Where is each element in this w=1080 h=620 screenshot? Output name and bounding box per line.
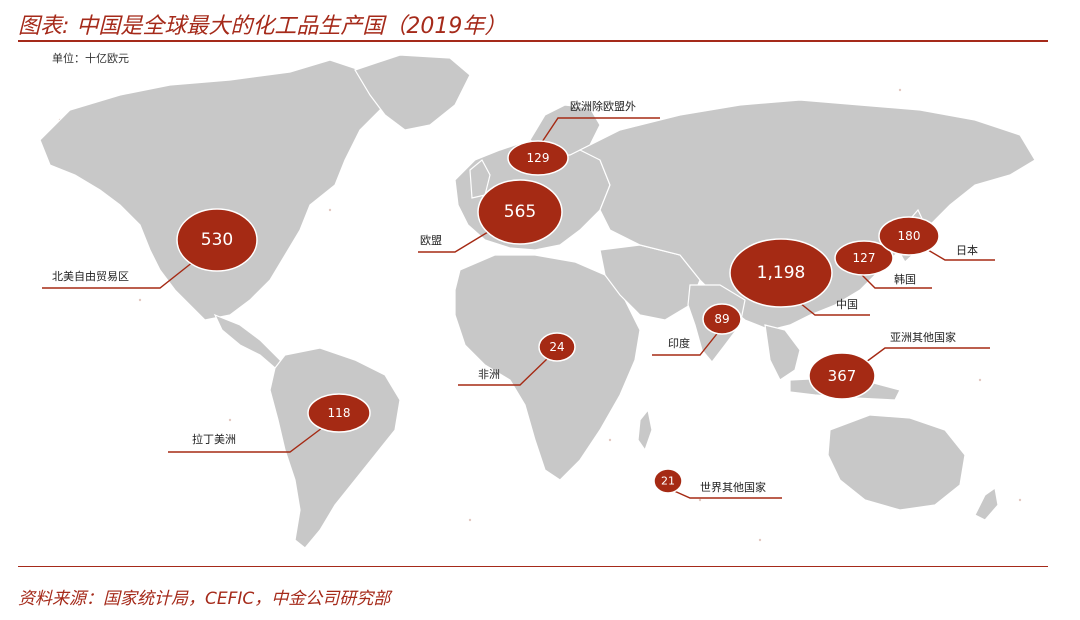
leader-latam: [168, 427, 323, 453]
bubble-japan: [878, 216, 940, 256]
land-greenland: [354, 54, 471, 131]
value-india: 89: [714, 312, 729, 326]
bubble-europe-non-eu: [507, 140, 569, 176]
value-europe-non-eu: 129: [527, 151, 550, 165]
land-southeast-asia: [764, 324, 801, 381]
bubble-nafta: [176, 208, 258, 272]
bubble-other-asia: [808, 352, 876, 400]
bubble-eu: [477, 179, 563, 245]
land-madagascar: [637, 408, 653, 452]
label-other-asia: 亚洲其他国家: [890, 330, 956, 344]
leader-japan: [927, 249, 995, 261]
value-africa: 24: [549, 340, 564, 354]
bubble-rest-world: [653, 468, 683, 494]
region-labels: 北美自由贸易区 欧盟 欧洲除欧盟外 中国 韩国 日本 印度 非洲 拉丁美洲 亚洲…: [52, 99, 978, 494]
leader-europe-non-eu: [539, 117, 660, 146]
landmasses: [39, 54, 1036, 549]
label-latam: 拉丁美洲: [192, 432, 236, 446]
land-new-zealand: [974, 486, 999, 521]
source-note: 资料来源：国家统计局，CEFIC，中金公司研究部: [18, 589, 391, 609]
chart-title: 图表: 中国是全球最大的化工品生产国（2019年）: [18, 14, 507, 39]
leader-rest-world: [671, 489, 782, 499]
land-africa: [454, 254, 641, 481]
unit-label: 单位：十亿欧元: [52, 52, 129, 65]
land-north-america: [39, 59, 386, 321]
value-other-asia: 367: [828, 367, 857, 385]
label-eu: 欧盟: [420, 234, 442, 247]
leader-korea: [861, 274, 932, 289]
land-australia: [827, 414, 966, 511]
label-africa: 非洲: [478, 368, 500, 381]
value-rest-world: 21: [661, 475, 675, 488]
leader-other-asia: [861, 347, 990, 366]
land-uk: [469, 159, 491, 199]
title-rule: [18, 40, 1048, 42]
bubble-latam: [307, 393, 371, 433]
source-rule: [18, 566, 1048, 567]
leader-nafta: [42, 257, 199, 289]
land-south-america: [269, 347, 401, 549]
label-korea: 韩国: [894, 272, 916, 286]
bubble-africa: [538, 332, 576, 362]
value-korea: 127: [853, 251, 876, 265]
value-china: 1,198: [757, 263, 806, 283]
leader-eu: [418, 231, 489, 253]
bubble-china: [729, 238, 833, 308]
leader-india: [652, 329, 721, 356]
value-nafta: 530: [201, 230, 233, 250]
value-japan: 180: [898, 229, 921, 243]
label-nafta: 北美自由贸易区: [52, 269, 129, 283]
label-europe-non-eu: 欧洲除欧盟外: [570, 99, 636, 113]
label-rest-world: 世界其他国家: [700, 480, 766, 494]
bubbles: 530 565 129 1,198 127 180 89 24 118 367 …: [176, 140, 940, 494]
value-eu: 565: [504, 202, 536, 222]
bubble-india: [702, 303, 742, 335]
label-india: 印度: [668, 336, 690, 350]
land-central-america: [213, 313, 287, 369]
bubble-korea: [834, 240, 894, 276]
leader-africa: [458, 357, 549, 386]
label-japan: 日本: [956, 243, 978, 257]
label-china: 中国: [836, 298, 858, 311]
value-latam: 118: [328, 406, 351, 420]
